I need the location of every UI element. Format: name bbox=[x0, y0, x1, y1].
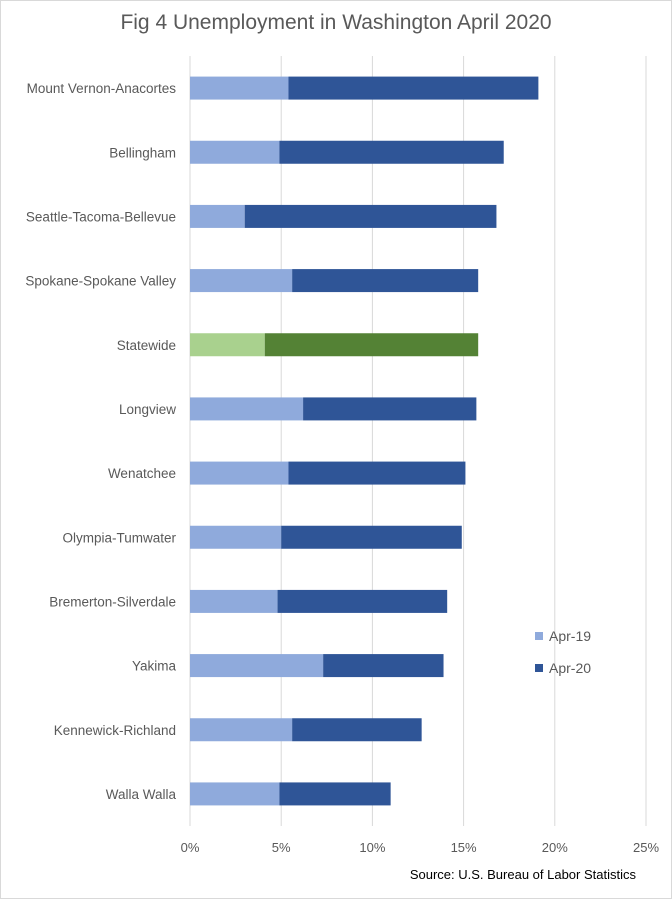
bar-apr-20-mount-vernon-anacortes bbox=[288, 76, 539, 100]
bar-apr-20-longview bbox=[303, 397, 477, 421]
category-label: Bellingham bbox=[109, 145, 176, 160]
x-tick-label: 5% bbox=[272, 840, 291, 855]
bar-apr-19-walla-walla bbox=[190, 782, 280, 806]
legend-item-apr-19: Apr-19 bbox=[535, 628, 591, 644]
x-tick-label: 15% bbox=[451, 840, 477, 855]
legend-label-apr-20: Apr-20 bbox=[549, 660, 592, 676]
bar-apr-20-seattle-tacoma-bellevue bbox=[244, 204, 497, 228]
bar-apr-20-statewide bbox=[264, 333, 479, 357]
x-tick-label: 0% bbox=[181, 840, 200, 855]
legend-swatch-apr-20 bbox=[535, 664, 543, 672]
bar-apr-19-yakima bbox=[190, 654, 324, 678]
bar-apr-20-olympia-tumwater bbox=[281, 525, 462, 549]
bar-apr-20-walla-walla bbox=[279, 782, 391, 806]
category-label: Longview bbox=[119, 402, 176, 417]
category-label: Olympia-Tumwater bbox=[62, 530, 176, 545]
category-label: Bremerton-Silverdale bbox=[49, 594, 176, 609]
chart-source: Source: U.S. Bureau of Labor Statistics bbox=[409, 867, 636, 882]
bar-apr-19-seattle-tacoma-bellevue bbox=[190, 204, 245, 228]
bar-apr-20-bremerton-silverdale bbox=[277, 589, 448, 613]
bar-apr-19-statewide bbox=[190, 333, 265, 357]
category-label: Wenatchee bbox=[108, 466, 176, 481]
bar-apr-19-longview bbox=[190, 397, 304, 421]
bar-apr-20-bellingham bbox=[279, 140, 504, 164]
bar-apr-19-wenatchee bbox=[190, 461, 289, 485]
x-tick-label: 20% bbox=[542, 840, 568, 855]
category-label: Spokane-Spokane Valley bbox=[25, 274, 176, 289]
category-label: Yakima bbox=[132, 659, 177, 674]
bar-apr-19-spokane-spokane-valley bbox=[190, 269, 293, 293]
bar-apr-19-bremerton-silverdale bbox=[190, 589, 278, 613]
legend-item-apr-20: Apr-20 bbox=[535, 660, 591, 676]
x-tick-label: 25% bbox=[633, 840, 659, 855]
category-label: Statewide bbox=[117, 338, 176, 353]
bar-apr-19-mount-vernon-anacortes bbox=[190, 76, 289, 100]
x-tick-label: 10% bbox=[359, 840, 385, 855]
bar-apr-20-kennewick-richland bbox=[292, 718, 422, 742]
category-label: Mount Vernon-Anacortes bbox=[27, 81, 177, 96]
legend-label-apr-19: Apr-19 bbox=[549, 628, 592, 644]
bar-apr-19-kennewick-richland bbox=[190, 718, 293, 742]
category-label: Kennewick-Richland bbox=[54, 723, 176, 738]
category-label: Walla Walla bbox=[106, 787, 177, 802]
bar-apr-20-yakima bbox=[323, 654, 444, 678]
bar-apr-19-olympia-tumwater bbox=[190, 525, 282, 549]
bar-apr-20-spokane-spokane-valley bbox=[292, 269, 479, 293]
bar-apr-19-bellingham bbox=[190, 140, 280, 164]
legend-swatch-apr-19 bbox=[535, 632, 543, 640]
category-label: Seattle-Tacoma-Bellevue bbox=[26, 209, 176, 224]
chart-title: Fig 4 Unemployment in Washington April 2… bbox=[120, 11, 552, 34]
bar-apr-20-wenatchee bbox=[288, 461, 466, 485]
